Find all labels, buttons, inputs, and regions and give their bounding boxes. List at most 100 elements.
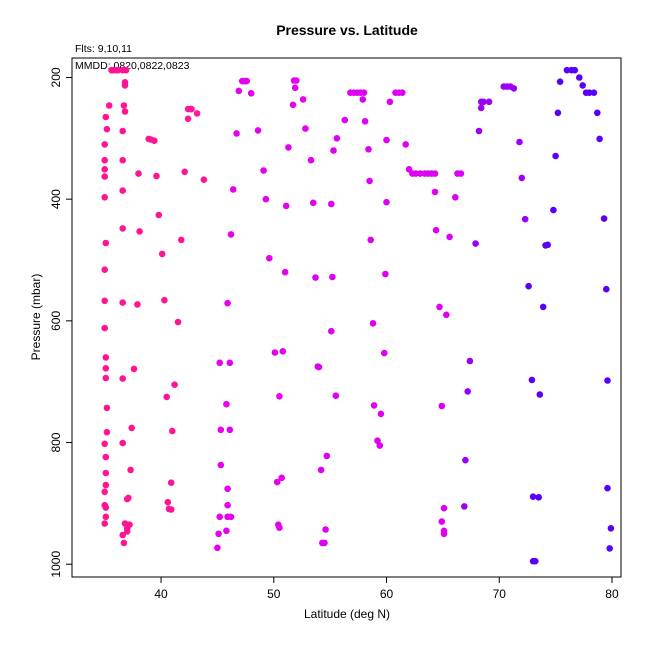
data-point [216, 359, 223, 367]
data-point [215, 530, 222, 538]
y-tick-label: 200 [49, 67, 63, 87]
data-point [136, 228, 143, 235]
data-point [539, 303, 547, 311]
data-point [307, 156, 315, 164]
data-point [224, 299, 231, 307]
data-point [317, 466, 325, 474]
data-point [360, 89, 368, 96]
data-point [103, 125, 111, 133]
data-point [472, 240, 479, 247]
data-point [383, 136, 390, 144]
y-tick-label: 400 [49, 189, 63, 209]
data-point [596, 135, 603, 143]
data-point [440, 530, 448, 538]
data-point [167, 479, 175, 487]
data-point [266, 254, 273, 262]
data-point [130, 365, 138, 373]
data-point [462, 456, 469, 464]
chart-title: Pressure vs. Latitude [276, 22, 418, 38]
data-point [603, 285, 610, 293]
y-axis: 200 400 600 800 1000 [49, 67, 72, 578]
data-point [432, 226, 440, 234]
data-point [121, 82, 129, 89]
data-point [174, 318, 182, 326]
data-point [571, 66, 579, 74]
data-point [214, 544, 221, 552]
data-point [607, 525, 615, 532]
data-point [302, 125, 309, 132]
data-point [134, 301, 141, 308]
data-point [103, 428, 111, 436]
data-point [101, 266, 108, 274]
data-point [120, 102, 128, 109]
y-tick-label: 1000 [49, 551, 63, 578]
data-point [223, 527, 230, 535]
y-axis-label: Pressure (mbar) [29, 274, 43, 361]
data-point [122, 66, 130, 74]
data-point [359, 96, 367, 103]
data-point [299, 96, 307, 103]
data-point [226, 359, 234, 367]
data-point [101, 194, 108, 201]
data-point [554, 109, 562, 117]
data-point [341, 116, 349, 124]
data-point [328, 200, 335, 208]
data-point [291, 84, 299, 92]
data-point [105, 102, 113, 109]
data-point [464, 388, 472, 395]
data-point [452, 194, 459, 201]
data-point [121, 108, 129, 115]
data-point [119, 187, 126, 194]
data-point [604, 484, 611, 492]
data-point [101, 173, 108, 180]
data-point [365, 146, 372, 153]
data-point [102, 354, 110, 361]
data-point [600, 215, 608, 222]
data-point [528, 376, 536, 384]
data-point [102, 513, 110, 521]
data-point [102, 374, 110, 382]
data-point [309, 199, 317, 207]
data-point [477, 98, 485, 106]
data-point [369, 320, 377, 327]
data-point [223, 400, 230, 408]
data-point [279, 348, 287, 355]
data-point [101, 166, 108, 173]
chart-annotation: MMDD: 0820,0822,0823 [75, 60, 190, 72]
data-point [101, 440, 108, 448]
data-point [399, 89, 406, 96]
x-tick-label: 80 [605, 587, 619, 601]
data-point [102, 239, 110, 247]
data-point [383, 198, 390, 206]
data-point [289, 101, 297, 109]
data-point [374, 437, 381, 445]
data-point [552, 152, 559, 160]
data-point [227, 513, 235, 521]
data-point [293, 77, 300, 84]
data-point [217, 426, 225, 434]
data-point [590, 89, 598, 96]
data-point [536, 391, 544, 398]
x-tick-label: 40 [154, 587, 168, 601]
data-point [516, 138, 523, 146]
data-point [123, 495, 131, 503]
data-point [262, 195, 270, 203]
x-tick-label: 60 [380, 587, 394, 601]
data-point [323, 452, 331, 460]
data-point [278, 474, 286, 482]
data-points [101, 66, 615, 565]
data-point [366, 177, 373, 185]
data-point [102, 469, 110, 477]
data-point [184, 115, 192, 123]
data-point [235, 87, 243, 95]
data-point [312, 274, 319, 281]
data-point [102, 365, 110, 372]
x-tick-label: 70 [493, 587, 507, 601]
data-point [271, 349, 279, 356]
data-point [123, 528, 131, 535]
data-point [370, 402, 378, 409]
data-point [102, 113, 110, 121]
data-point [119, 375, 126, 382]
data-point [276, 393, 283, 400]
